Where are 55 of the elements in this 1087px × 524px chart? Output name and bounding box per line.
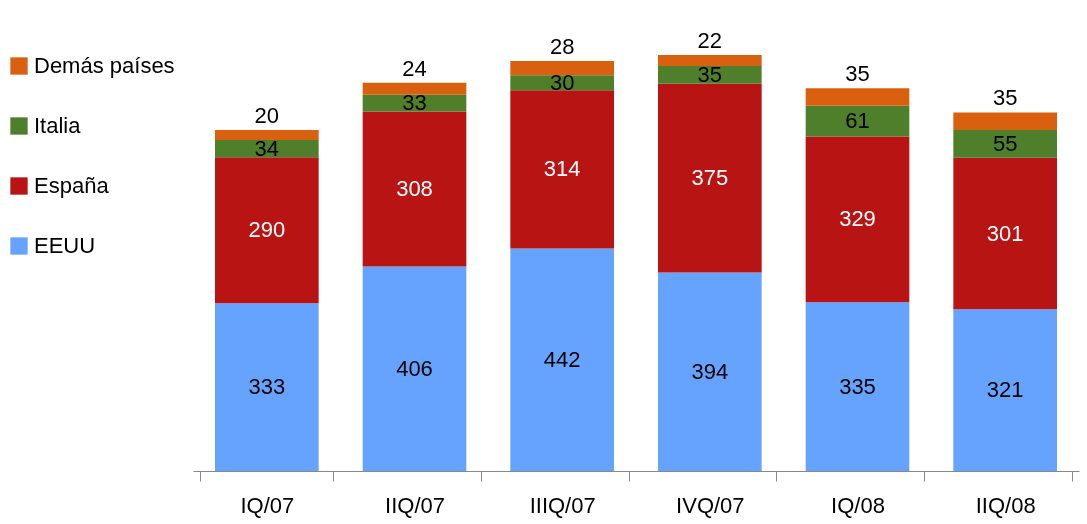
x-tick-label: IIIQ/07 (529, 492, 596, 518)
x-tick-label: IQ/07 (240, 492, 295, 518)
bar (805, 136, 910, 303)
data-label: 35 (697, 61, 723, 87)
bar (510, 248, 614, 471)
bar (805, 302, 910, 471)
legend-label: EEUU (34, 233, 96, 258)
data-label: 20 (254, 103, 280, 129)
data-label: 375 (691, 165, 729, 191)
x-tick-label: IIQ/08 (975, 492, 1036, 518)
bar (658, 66, 762, 84)
legend-label: España (34, 173, 110, 198)
x-tick-label: IQ/08 (831, 492, 885, 518)
data-label: 30 (549, 69, 575, 95)
data-label: 308 (396, 175, 433, 201)
legend-label: Demás países (34, 53, 175, 78)
data-label: 61 (845, 108, 870, 134)
data-label: 24 (402, 55, 427, 81)
data-label: 314 (543, 156, 581, 182)
bar (953, 130, 1057, 158)
bar (658, 83, 762, 273)
bar (805, 88, 910, 106)
bar (215, 303, 319, 471)
data-label: 55 (992, 130, 1018, 156)
data-label: 406 (396, 355, 433, 381)
bar (658, 272, 762, 471)
bar (362, 111, 467, 267)
bar (953, 112, 1057, 131)
data-label: 335 (839, 373, 876, 399)
data-label: 301 (986, 220, 1024, 246)
data-label: 22 (697, 28, 723, 53)
bar (362, 82, 467, 95)
bar (362, 266, 467, 471)
data-label: 33 (402, 90, 427, 116)
data-label: 290 (248, 217, 286, 243)
data-label: 34 (254, 135, 280, 161)
bar (215, 157, 319, 304)
bar (805, 105, 910, 137)
bar (953, 157, 1057, 310)
data-label: 333 (248, 374, 286, 400)
x-tick-label: IIQ/07 (385, 492, 445, 518)
data-label: 394 (691, 358, 729, 384)
x-tick-label: IVQ/07 (676, 492, 745, 518)
data-label: 329 (839, 206, 876, 232)
data-label: 28 (549, 34, 575, 60)
bar (510, 61, 614, 76)
bar (953, 309, 1057, 471)
data-label: 321 (986, 377, 1024, 403)
legend-label: Italia (34, 113, 82, 138)
data-label: 35 (845, 61, 870, 87)
data-label: 35 (992, 85, 1018, 111)
data-label: 442 (543, 346, 581, 372)
bar (658, 55, 762, 67)
bar (215, 130, 319, 141)
bar (510, 90, 614, 249)
